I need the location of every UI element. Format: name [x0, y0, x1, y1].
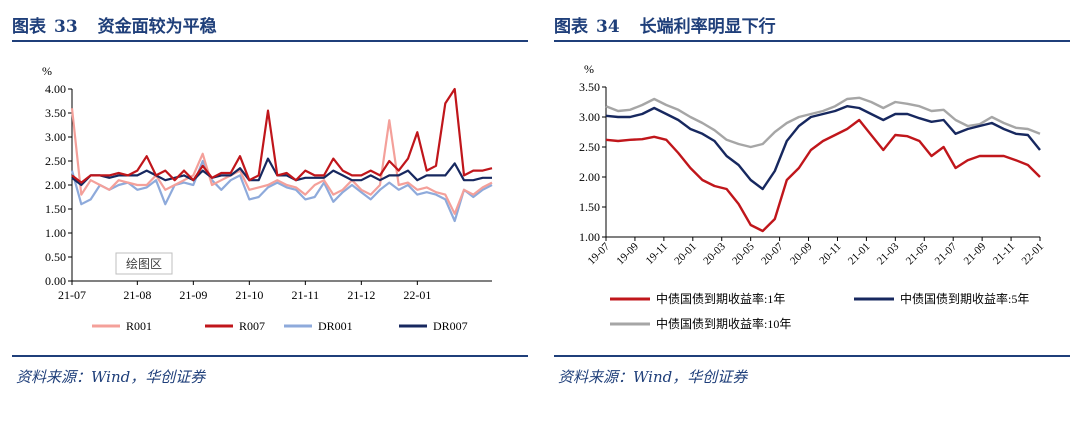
- right-x-tick-label: 20-05: [730, 240, 757, 267]
- left-figure-number: 33: [54, 17, 78, 37]
- left-y-tick-label: 0.50: [45, 250, 66, 264]
- right-y-tick-label: 3.50: [579, 80, 600, 94]
- right-source-note: 资料来源：Wind，华创证券: [558, 368, 748, 386]
- left-series-line-r001: [70, 108, 493, 215]
- right-x-tick-label: 19-11: [644, 241, 670, 267]
- left-x-tick-label: 22-01: [403, 288, 431, 302]
- right-x-tick-label: 21-07: [933, 240, 960, 267]
- right-legend-label: 中债国债到期收益率:5年: [900, 291, 1029, 306]
- right-x-tick-label: 20-03: [701, 240, 728, 267]
- left-series-line-dr001: [70, 159, 493, 223]
- left-plot-area-tag: [115, 252, 173, 275]
- right-y-tick-label: 3.00: [579, 110, 600, 124]
- left-series-line-r007: [71, 87, 493, 184]
- left-series-line-dr007: [71, 157, 492, 187]
- left-y-tick-label: 2.50: [45, 154, 66, 168]
- left-figure-prefix: 图表: [12, 17, 46, 37]
- right-x-tick-label: 21-01: [846, 241, 873, 268]
- left-bottom-rule: [12, 355, 528, 357]
- right-y-tick-label: 2.50: [579, 140, 600, 154]
- right-series-line-1y: [605, 118, 1041, 233]
- right-figure-title: 图表 34 长端利率明显下行: [554, 12, 776, 37]
- left-x-tick-label: 21-08: [123, 288, 151, 302]
- left-plot-area-label: 绘图区: [126, 256, 162, 271]
- left-title-rule: [12, 40, 528, 42]
- right-series-line-10y: [605, 96, 1041, 149]
- left-x-tick-label: 21-12: [347, 288, 375, 302]
- left-x-tick-label: 21-09: [179, 288, 207, 302]
- left-chart: % 0.00 0.50 1.00 1.50 2.00 2.50 3.00 3.50 4.00 21-…: [42, 64, 493, 333]
- right-chart: % 1.00 1.50 2.00 2.50 3.00 3.50 19-07 19-09 19-11…: [579, 62, 1046, 331]
- right-y-tick-label: 1.50: [579, 200, 600, 214]
- right-x-tick-label: 21-05: [904, 240, 931, 267]
- right-x-tick-label: 19-07: [585, 240, 612, 267]
- left-legend-label: DR001: [318, 319, 353, 333]
- left-unit-label: %: [42, 64, 52, 78]
- left-y-tick-label: 1.50: [45, 202, 66, 216]
- left-y-tick-label: 3.00: [45, 130, 66, 144]
- left-y-tick-label: 0.00: [45, 274, 66, 288]
- right-title-rule: [554, 40, 1070, 42]
- right-x-tick-label: 20-09: [788, 240, 815, 267]
- right-figure-caption: 长端利率明显下行: [639, 17, 776, 37]
- left-legend-label: R007: [239, 319, 265, 333]
- right-series-line-5y: [605, 105, 1041, 191]
- right-x-tick-label: 20-07: [759, 240, 786, 267]
- right-y-tick-label: 2.00: [579, 170, 600, 184]
- right-x-tick-label: 21-03: [875, 240, 902, 267]
- left-x-tick-label: 21-11: [292, 288, 320, 302]
- right-x-tick-label: 21-09: [962, 240, 989, 267]
- left-y-tick-label: 3.50: [45, 106, 66, 120]
- right-legend-label: 中债国债到期收益率:10年: [656, 316, 791, 331]
- right-x-tick-label: 20-11: [817, 241, 843, 267]
- right-x-tick-label: 20-01: [672, 241, 699, 268]
- right-x-tick-label: 21-11: [991, 241, 1017, 267]
- right-x-tick-label: 19-09: [614, 240, 641, 267]
- left-figure-title: 图表 33 资金面较为平稳: [12, 12, 217, 37]
- right-legend-label: 中债国债到期收益率:1年: [656, 291, 785, 306]
- right-x-tick-label: 22-01: [1019, 241, 1046, 268]
- left-legend-label: DR007: [433, 319, 468, 333]
- left-legend-label: R001: [126, 319, 152, 333]
- left-x-tick-label: 21-07: [58, 288, 86, 302]
- left-figure-caption: 资金面较为平稳: [97, 17, 217, 37]
- right-figure-number: 34: [596, 17, 620, 37]
- right-bottom-rule: [554, 355, 1070, 357]
- right-unit-label: %: [584, 62, 594, 76]
- right-y-tick-label: 1.00: [579, 230, 600, 244]
- left-y-tick-label: 4.00: [45, 82, 66, 96]
- right-figure-prefix: 图表: [554, 17, 588, 37]
- left-x-tick-label: 21-10: [235, 288, 263, 302]
- left-y-tick-label: 1.00: [45, 226, 66, 240]
- left-source-note: 资料来源：Wind，华创证券: [16, 368, 206, 386]
- left-y-tick-label: 2.00: [45, 178, 66, 192]
